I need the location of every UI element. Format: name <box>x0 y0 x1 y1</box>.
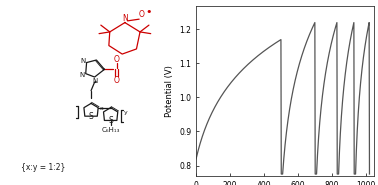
Y-axis label: Potential (V): Potential (V) <box>164 65 174 117</box>
Text: O: O <box>114 55 120 64</box>
Text: N: N <box>81 58 86 64</box>
Text: N: N <box>122 14 128 23</box>
Text: y: y <box>124 110 128 115</box>
Text: S: S <box>108 116 113 125</box>
Text: C₆H₁₃: C₆H₁₃ <box>101 127 120 133</box>
Text: S: S <box>89 112 93 121</box>
Text: O: O <box>139 10 145 19</box>
Text: x: x <box>100 106 104 111</box>
Text: {x:y = 1:2}: {x:y = 1:2} <box>21 163 65 172</box>
Text: O: O <box>114 76 120 85</box>
Text: N: N <box>79 72 85 78</box>
Text: N: N <box>92 78 97 84</box>
Text: •: • <box>146 6 152 16</box>
